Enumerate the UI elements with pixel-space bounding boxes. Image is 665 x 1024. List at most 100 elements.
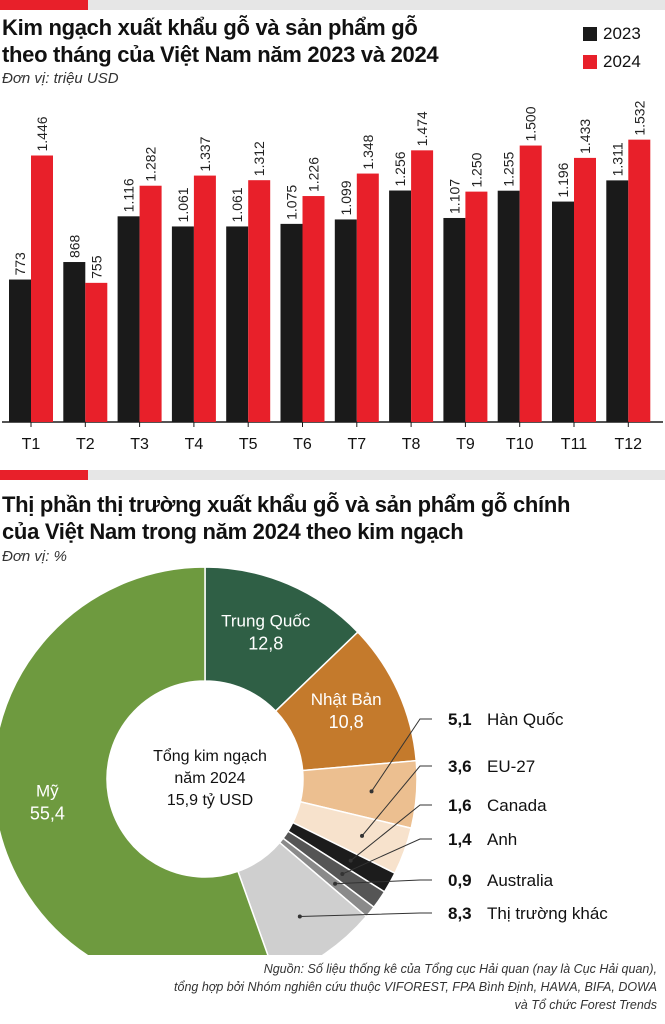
callout-dot-5 (340, 872, 345, 877)
bar-2023-T1 (9, 279, 31, 422)
callout-name-5: Anh (487, 830, 517, 849)
callout-line-5 (342, 838, 432, 875)
bar-label-2023-T5: 1.061 (229, 187, 245, 222)
bar-2023-T9 (443, 217, 466, 422)
top-accent-bar (0, 0, 665, 10)
pie-chart-title-line1: Thị phần thị trường xuất khẩu gỗ và sản … (2, 492, 571, 517)
pie-chart-unit: Đơn vị: % (2, 548, 67, 565)
x-tick-label-T5: T5 (239, 436, 258, 453)
x-tick-label-T12: T12 (615, 436, 643, 453)
x-tick-label-T6: T6 (293, 436, 312, 453)
callout-dot-7 (297, 914, 302, 919)
source-line-3: và Tổ chức Forest Trends (514, 998, 657, 1012)
bar-label-2024-T7: 1.348 (360, 134, 376, 169)
callout-name-2: Hàn Quốc (487, 710, 564, 729)
callout-value-7: 8,3 (448, 904, 472, 923)
slice-name-8: Mỹ (36, 781, 59, 800)
bar-2023-T3 (117, 216, 140, 422)
bar-label-2023-T3: 1.116 (121, 178, 137, 212)
pie-chart-title: Thị phần thị trường xuất khẩu gỗ và sản … (2, 491, 570, 545)
bar-label-2024-T8: 1.474 (414, 111, 430, 146)
slice-7 (236, 841, 368, 955)
source-line-1: Nguồn: Số liệu thống kê của Tổng cục Hải… (263, 962, 657, 976)
callout-value-4: 1,6 (448, 796, 472, 815)
bar-legend: 2023 2024 (583, 20, 641, 76)
bar-2024-T6 (302, 196, 325, 422)
bar-2023-T10 (497, 190, 520, 422)
donut-chart: Trung Quốc 12,8 Nhật Bản 10,8 5,1 Hàn Quốc 3,6… (0, 566, 608, 955)
bar-label-2024-T9: 1.250 (468, 152, 484, 187)
slice-0 (204, 566, 359, 713)
bar-2023-T6 (280, 223, 303, 422)
bar-label-2023-T9: 1.107 (446, 179, 462, 214)
bar-label-2024-T10: 1.500 (523, 106, 539, 141)
x-tick-label-T1: T1 (22, 436, 41, 453)
callout-name-3: EU-27 (487, 757, 535, 776)
callout-dot-4 (348, 858, 353, 863)
callout-line-4 (350, 804, 432, 862)
callout-line-3 (361, 765, 432, 837)
bar-2024-T3 (139, 185, 162, 422)
bar-2023-T5 (226, 226, 249, 422)
bar-2023-T12 (606, 180, 629, 422)
bar-2024-T9 (465, 191, 488, 422)
callout-dot-6 (333, 881, 338, 886)
x-tick-label-T11: T11 (561, 436, 587, 453)
slice-value-0: 12,8 (248, 633, 283, 653)
bar-2023-T7 (334, 219, 357, 422)
bar-label-2023-T2: 868 (66, 234, 82, 258)
callout-line-7 (299, 912, 432, 917)
bar-chart-title: Kim ngạch xuất khẩu gỗ và sản phẩm gỗ th… (2, 14, 439, 68)
bar-label-2023-T7: 1.099 (338, 180, 354, 215)
bar-2023-T4 (171, 226, 194, 422)
bar-chart-unit: Đơn vị: triệu USD (2, 70, 119, 87)
legend-swatch-2023 (583, 27, 597, 41)
bar-label-2023-T6: 1.075 (284, 185, 300, 220)
bar-label-2023-T8: 1.256 (392, 151, 408, 186)
legend-item-2023: 2023 (583, 20, 641, 48)
bar-2024-T7 (356, 173, 379, 422)
bar-2024-T1 (31, 155, 53, 422)
section-divider (0, 470, 665, 480)
legend-label-2024: 2024 (603, 52, 641, 71)
bar-label-2024-T11: 1.433 (577, 119, 593, 154)
x-tick-label-T10: T10 (506, 436, 534, 453)
bar-2023-T11 (552, 201, 574, 422)
x-tick-label-T9: T9 (456, 436, 475, 453)
bar-2024-T2 (85, 282, 108, 422)
source-note: Nguồn: Số liệu thống kê của Tổng cục Hải… (137, 960, 657, 1014)
bar-label-2024-T1: 1.446 (34, 116, 50, 151)
source-line-2: tổng hợp bởi Nhóm nghiên cứu thuộc VIFOR… (174, 980, 657, 994)
donut-center-line-2: năm 2024 (174, 770, 245, 787)
callout-line-2 (371, 718, 432, 792)
bar-label-2024-T5: 1.312 (251, 141, 267, 176)
bar-2024-T12 (628, 139, 651, 422)
bar-chart: 773 1.446 T1 868 755 T2 1.116 1.282 T3 1.061 1.337… (2, 100, 663, 453)
callout-dot-3 (360, 833, 365, 838)
bar-chart-title-line1: Kim ngạch xuất khẩu gỗ và sản phẩm gỗ (2, 15, 418, 40)
bar-2023-T2 (63, 262, 86, 422)
legend-swatch-2024 (583, 55, 597, 69)
callout-name-6: Australia (487, 871, 554, 890)
slice-value-1: 10,8 (329, 712, 364, 732)
bar-2024-T8 (411, 150, 434, 422)
bar-2023-T8 (389, 190, 412, 422)
slice-name-1: Nhật Bản (311, 690, 382, 709)
callout-name-7: Thị trường khác (487, 904, 608, 923)
x-tick-label-T8: T8 (402, 436, 421, 453)
slice-8 (0, 566, 269, 955)
callout-dot-2 (369, 789, 374, 794)
slice-name-0: Trung Quốc (221, 611, 311, 630)
bar-label-2024-T3: 1.282 (143, 146, 159, 181)
bar-2024-T10 (519, 145, 542, 422)
donut-center-line-3: 15,9 tỷ USD (167, 792, 253, 809)
x-tick-label-T2: T2 (76, 436, 95, 453)
bar-label-2024-T12: 1.532 (631, 100, 647, 135)
legend-item-2024: 2024 (583, 48, 641, 76)
bar-label-2024-T2: 755 (88, 255, 104, 279)
bar-label-2024-T4: 1.337 (197, 136, 213, 171)
bar-label-2024-T6: 1.226 (306, 157, 322, 192)
bar-2024-T5 (248, 180, 271, 422)
callout-value-5: 1,4 (448, 830, 472, 849)
slice-value-8: 55,4 (30, 803, 65, 823)
